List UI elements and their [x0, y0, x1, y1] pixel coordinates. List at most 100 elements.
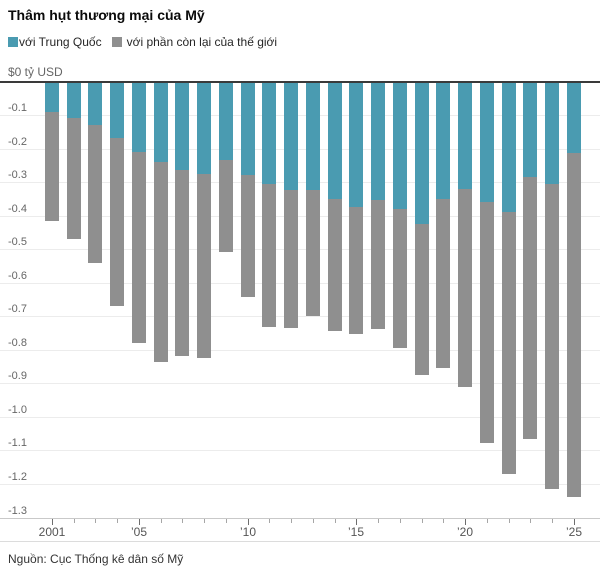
x-tick-2024: [552, 519, 553, 523]
legend-label-rest-of-world: với phần còn lại của thế giới: [126, 35, 278, 49]
gridline--0.8: [0, 350, 600, 351]
x-tick-2023: [530, 519, 531, 523]
bar-china-2021: [480, 83, 494, 202]
bar-rest-of-world-2010: [241, 175, 255, 297]
bar-rest-of-world-2006: [154, 162, 168, 362]
y-tick-label--0.9: -0.9: [8, 370, 27, 382]
bar-china-2016: [371, 83, 385, 200]
y-tick-label--1.1: -1.1: [8, 437, 27, 449]
bar-china-2010: [241, 83, 255, 175]
bar-rest-of-world-2003: [88, 125, 102, 263]
footer-divider: [0, 541, 600, 542]
gridline--0.5: [0, 249, 600, 250]
y-tick-label--0.5: -0.5: [8, 236, 27, 248]
x-tick-2012: [291, 519, 292, 523]
bar-rest-of-world-2002: [67, 118, 81, 239]
gridline--1.3: [0, 518, 600, 519]
gridline--0.9: [0, 383, 600, 384]
bar-china-2018: [415, 83, 429, 224]
bar-china-2022: [502, 83, 516, 212]
gridline--0.1: [0, 115, 600, 116]
bar-china-2009: [219, 83, 233, 160]
x-tick-2016: [378, 519, 379, 523]
x-tick-2013: [313, 519, 314, 523]
bar-rest-of-world-2016: [371, 200, 385, 329]
x-tick-2011: [269, 519, 270, 523]
bar-china-2001: [45, 83, 59, 112]
x-tick-2020: [465, 519, 466, 525]
bar-rest-of-world-2018: [415, 224, 429, 375]
bar-rest-of-world-2023: [523, 177, 537, 439]
bar-rest-of-world-2015: [349, 207, 363, 334]
bar-rest-of-world-2013: [306, 190, 320, 316]
x-tick-2022: [509, 519, 510, 523]
gridline--1.0: [0, 417, 600, 418]
y-axis-zero-label: $0 tỷ USD: [8, 65, 63, 79]
bar-china-2005: [132, 83, 146, 152]
x-tick-label-05: ’05: [130, 525, 147, 539]
x-tick-2004: [117, 519, 118, 523]
bar-rest-of-world-2022: [502, 212, 516, 474]
y-tick-label--0.4: -0.4: [8, 203, 27, 215]
bar-china-2007: [175, 83, 189, 170]
legend-label-china: với Trung Quốc: [19, 35, 102, 49]
x-tick-2003: [95, 519, 96, 523]
bar-china-2012: [284, 83, 298, 190]
bar-china-2023: [523, 83, 537, 177]
x-tick-2007: [182, 519, 183, 523]
y-tick-label--0.8: -0.8: [8, 337, 27, 349]
bar-china-2019: [436, 83, 450, 199]
bar-rest-of-world-2024: [545, 184, 559, 489]
bar-rest-of-world-2004: [110, 138, 124, 306]
bar-rest-of-world-2017: [393, 209, 407, 348]
bar-china-2014: [328, 83, 342, 199]
bar-china-2013: [306, 83, 320, 190]
x-tick-label-25: ’25: [565, 525, 582, 539]
bar-rest-of-world-2001: [45, 112, 59, 221]
y-tick-label--0.3: -0.3: [8, 169, 27, 181]
bar-rest-of-world-2007: [175, 170, 189, 356]
y-tick-label--0.2: -0.2: [8, 136, 27, 148]
bar-china-2006: [154, 83, 168, 162]
x-tick-2006: [161, 519, 162, 523]
gridline--0.2: [0, 149, 600, 150]
gridline--0.3: [0, 182, 600, 183]
bar-rest-of-world-2012: [284, 190, 298, 328]
bar-china-2024: [545, 83, 559, 184]
bar-rest-of-world-2005: [132, 152, 146, 343]
y-tick-label--1.3: -1.3: [8, 505, 27, 517]
bar-china-2004: [110, 83, 124, 138]
bar-rest-of-world-2011: [262, 184, 276, 327]
bar-rest-of-world-2025: [567, 153, 581, 497]
gridline--1.1: [0, 450, 600, 451]
source-note: Nguồn: Cục Thống kê dân số Mỹ: [8, 552, 184, 566]
gridline--0.6: [0, 283, 600, 284]
bar-rest-of-world-2021: [480, 202, 494, 443]
bar-rest-of-world-2019: [436, 199, 450, 368]
x-tick-2014: [335, 519, 336, 523]
x-tick-2010: [248, 519, 249, 525]
legend-swatch-china-icon: [8, 37, 18, 47]
bar-rest-of-world-2009: [219, 160, 233, 252]
bar-china-2017: [393, 83, 407, 209]
x-tick-2017: [400, 519, 401, 523]
bar-china-2011: [262, 83, 276, 184]
x-tick-label-10: ’10: [239, 525, 256, 539]
x-tick-label-20: ’20: [456, 525, 473, 539]
bar-china-2008: [197, 83, 211, 174]
x-tick-2005: [139, 519, 140, 525]
bar-china-2003: [88, 83, 102, 125]
x-tick-2019: [443, 519, 444, 523]
y-tick-label--0.1: -0.1: [8, 102, 27, 114]
gridline--0.4: [0, 216, 600, 217]
legend: với Trung Quốc với phần còn lại của thế …: [8, 36, 277, 48]
y-tick-label--0.6: -0.6: [8, 270, 27, 282]
x-tick-2018: [422, 519, 423, 523]
bar-rest-of-world-2020: [458, 189, 472, 387]
chart-title: Thâm hụt thương mại của Mỹ: [8, 7, 205, 23]
x-tick-2002: [74, 519, 75, 523]
bar-china-2015: [349, 83, 363, 207]
x-tick-2001: [52, 519, 53, 525]
y-tick-label--0.7: -0.7: [8, 303, 27, 315]
